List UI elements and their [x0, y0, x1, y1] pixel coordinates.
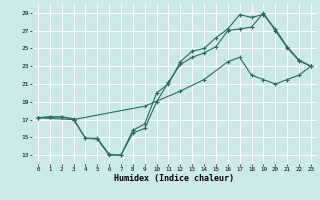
X-axis label: Humidex (Indice chaleur): Humidex (Indice chaleur) — [115, 174, 234, 183]
